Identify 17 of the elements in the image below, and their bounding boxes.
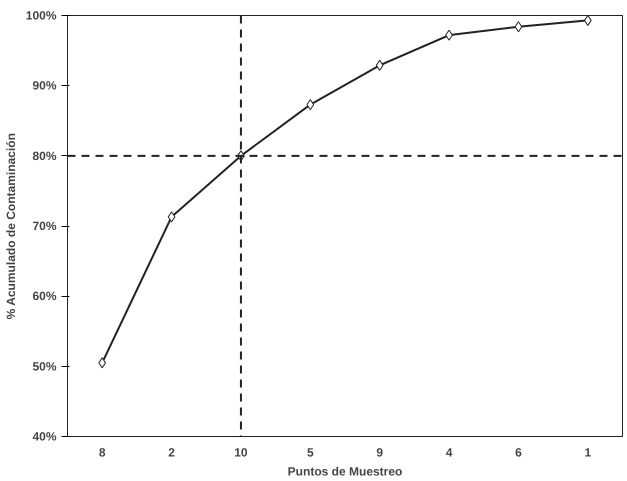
x-tick-label: 10 (234, 446, 248, 460)
y-tick-label: 60% (32, 289, 57, 304)
x-tick-label: 9 (376, 446, 384, 460)
y-tick-label: 90% (32, 78, 57, 93)
x-tick-label: 8 (98, 446, 106, 460)
y-tick-label: 80% (32, 148, 57, 163)
x-tick-label: 6 (515, 446, 522, 460)
x-axis-title: Puntos de Muestreo (288, 464, 402, 478)
y-tick-label: 100% (26, 8, 57, 22)
x-tick-label: 1 (584, 446, 592, 460)
y-tick-label: 50% (32, 359, 57, 374)
y-tick-label: 70% (32, 219, 57, 233)
x-tick-label: 5 (306, 446, 314, 460)
y-tick-label: 40% (32, 430, 57, 444)
y-axis-title: % Acumulado de Contaminación (4, 133, 18, 320)
x-tick-label: 2 (168, 446, 176, 460)
x-tick-label: 4 (446, 446, 453, 460)
